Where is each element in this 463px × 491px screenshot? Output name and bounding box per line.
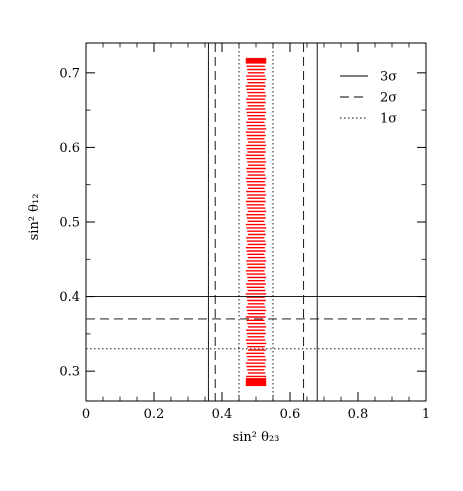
scatter-layer — [245, 57, 267, 387]
scatter-block-top — [245, 57, 267, 63]
x-tick-label: 0.6 — [280, 407, 301, 422]
x-tick-label: 0.2 — [144, 407, 165, 422]
x-tick-label: 0 — [82, 407, 90, 422]
legend-label-dashed: 2σ — [380, 91, 397, 106]
ticks-layer: 0 0.2 0.4 0.6 0.8 1 0.3 0.4 0.5 0.6 0.7 — [59, 43, 430, 422]
y-tick-label: 0.7 — [59, 66, 80, 81]
scatter-block-bottom — [245, 378, 267, 387]
y-tick-label: 0.3 — [59, 365, 80, 380]
x-tick-label: 0.4 — [212, 407, 233, 422]
legend-label-solid: 3σ — [380, 70, 397, 85]
legend-label-dotted: 1σ — [380, 112, 397, 127]
y-axis-label: sin² θ₁₂ — [27, 194, 42, 241]
y-tick-label: 0.4 — [59, 290, 80, 305]
x-axis-label: sin² θ₂₃ — [233, 430, 280, 445]
legend-layer: 3σ 2σ 1σ — [340, 70, 397, 127]
x-tick-label: 0.8 — [348, 407, 369, 422]
y-tick-label: 0.5 — [59, 216, 80, 231]
bounds-layer — [86, 43, 426, 401]
y-tick-label: 0.6 — [59, 141, 80, 156]
x-tick-label: 1 — [422, 407, 430, 422]
